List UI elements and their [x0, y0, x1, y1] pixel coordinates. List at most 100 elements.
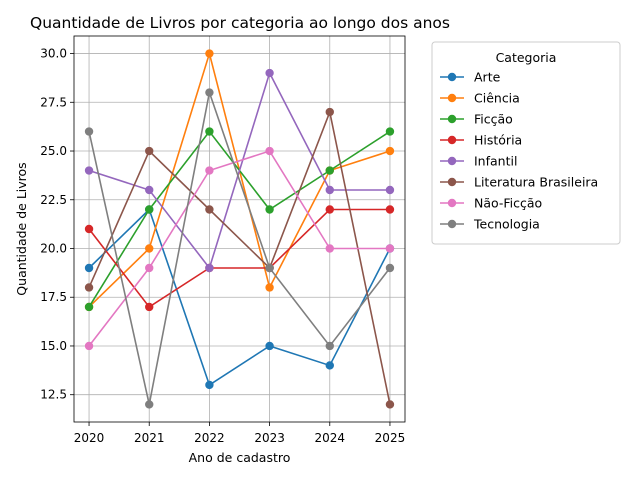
series-line [88, 130, 391, 308]
legend-label: História [474, 133, 522, 148]
data-point [145, 244, 154, 253]
data-point [145, 302, 154, 312]
data-point [205, 166, 214, 175]
series-4 [84, 68, 395, 273]
legend-item: Literatura Brasileira [440, 175, 598, 190]
x-axis-label: Ano de cadastro [189, 450, 291, 465]
data-point [385, 263, 395, 273]
data-point [205, 380, 214, 390]
y-tick-label: 27.5 [40, 95, 67, 109]
legend-item: Infantil [440, 154, 517, 169]
data-point [325, 107, 334, 117]
data-point [325, 166, 334, 175]
legend-marker [447, 93, 457, 103]
y-tick-label: 20.0 [40, 241, 67, 255]
x-tick-label: 2025 [375, 431, 406, 445]
data-point [325, 185, 334, 195]
legend-item: Ficção [440, 112, 513, 127]
data-point [84, 127, 94, 136]
data-point [265, 263, 274, 273]
data-point [84, 341, 94, 351]
series-5 [84, 107, 395, 409]
chart-title: Quantidade de Livros por categoria ao lo… [30, 14, 450, 32]
series-6 [84, 146, 395, 351]
x-axis-ticks: 2020 2021 2022 2023 2024 2025 [74, 422, 405, 445]
data-point [84, 302, 94, 312]
legend-marker [447, 198, 457, 208]
y-axis-ticks: 12.5 15.0 17.5 20.0 22.5 25.0 27.5 30.0 [40, 47, 74, 402]
legend-marker [447, 72, 457, 82]
series-line [88, 89, 391, 405]
series-layer [84, 49, 395, 409]
data-point [325, 205, 334, 214]
data-point [205, 263, 214, 273]
x-tick-label: 2020 [74, 431, 105, 445]
data-point [325, 244, 334, 253]
legend-marker [447, 219, 457, 229]
legend-item: Não-Ficção [440, 196, 542, 211]
x-tick-label: 2023 [254, 431, 285, 445]
data-point [385, 400, 395, 409]
x-tick-label: 2021 [134, 431, 165, 445]
data-point [265, 283, 274, 292]
legend-item: Arte [440, 70, 501, 85]
data-point [84, 224, 94, 234]
series-line [88, 70, 390, 270]
data-point [385, 146, 395, 156]
y-tick-label: 25.0 [40, 144, 67, 158]
data-point [385, 127, 395, 136]
legend-marker [447, 156, 457, 166]
data-point [205, 205, 214, 214]
data-point [145, 400, 154, 409]
legend-label: Ficção [474, 112, 513, 127]
legend-box [431, 41, 621, 245]
series-line [88, 208, 391, 387]
y-tick-label: 22.5 [40, 193, 67, 207]
legend-label: Não-Ficção [474, 196, 542, 211]
legend-marker [447, 114, 457, 124]
data-point [145, 146, 154, 156]
data-point [145, 205, 154, 214]
legend-item: Tecnologia [440, 217, 540, 232]
x-tick-label: 2022 [194, 431, 225, 445]
data-point [265, 341, 274, 351]
y-axis-label: Quantidade de Livros [14, 162, 29, 295]
data-point [385, 244, 395, 253]
y-tick-label: 15.0 [40, 339, 67, 353]
data-point [84, 263, 94, 273]
legend-marker [447, 177, 457, 187]
legend-item: História [440, 133, 522, 148]
data-point [205, 88, 214, 97]
y-tick-label: 17.5 [40, 290, 67, 304]
data-point [265, 68, 274, 78]
data-point [325, 361, 334, 370]
data-point [84, 166, 94, 175]
legend: Categoria Arte Ciência Ficção História Infan… [431, 41, 621, 245]
data-point [265, 146, 274, 156]
y-tick-label: 30.0 [40, 47, 67, 61]
legend-item: Ciência [440, 91, 520, 106]
series-line [88, 208, 390, 309]
data-point [325, 341, 334, 351]
x-tick-label: 2024 [314, 431, 345, 445]
legend-label: Tecnologia [473, 217, 540, 232]
y-tick-label: 12.5 [40, 388, 67, 402]
series-7 [84, 88, 395, 409]
legend-label: Ciência [474, 91, 520, 106]
legend-label: Literatura Brasileira [474, 175, 598, 190]
data-point [265, 205, 274, 214]
data-point [145, 185, 154, 195]
legend-title: Categoria [496, 50, 557, 65]
data-point [205, 49, 214, 58]
series-3 [84, 205, 395, 312]
series-line [88, 150, 390, 347]
series-line [88, 109, 391, 405]
data-point [385, 185, 395, 195]
data-point [84, 283, 94, 292]
grid-lines [74, 36, 405, 422]
plot-area-frame [73, 35, 406, 423]
legend-label: Infantil [474, 154, 517, 169]
legend-marker [447, 135, 457, 145]
data-point [205, 127, 214, 136]
